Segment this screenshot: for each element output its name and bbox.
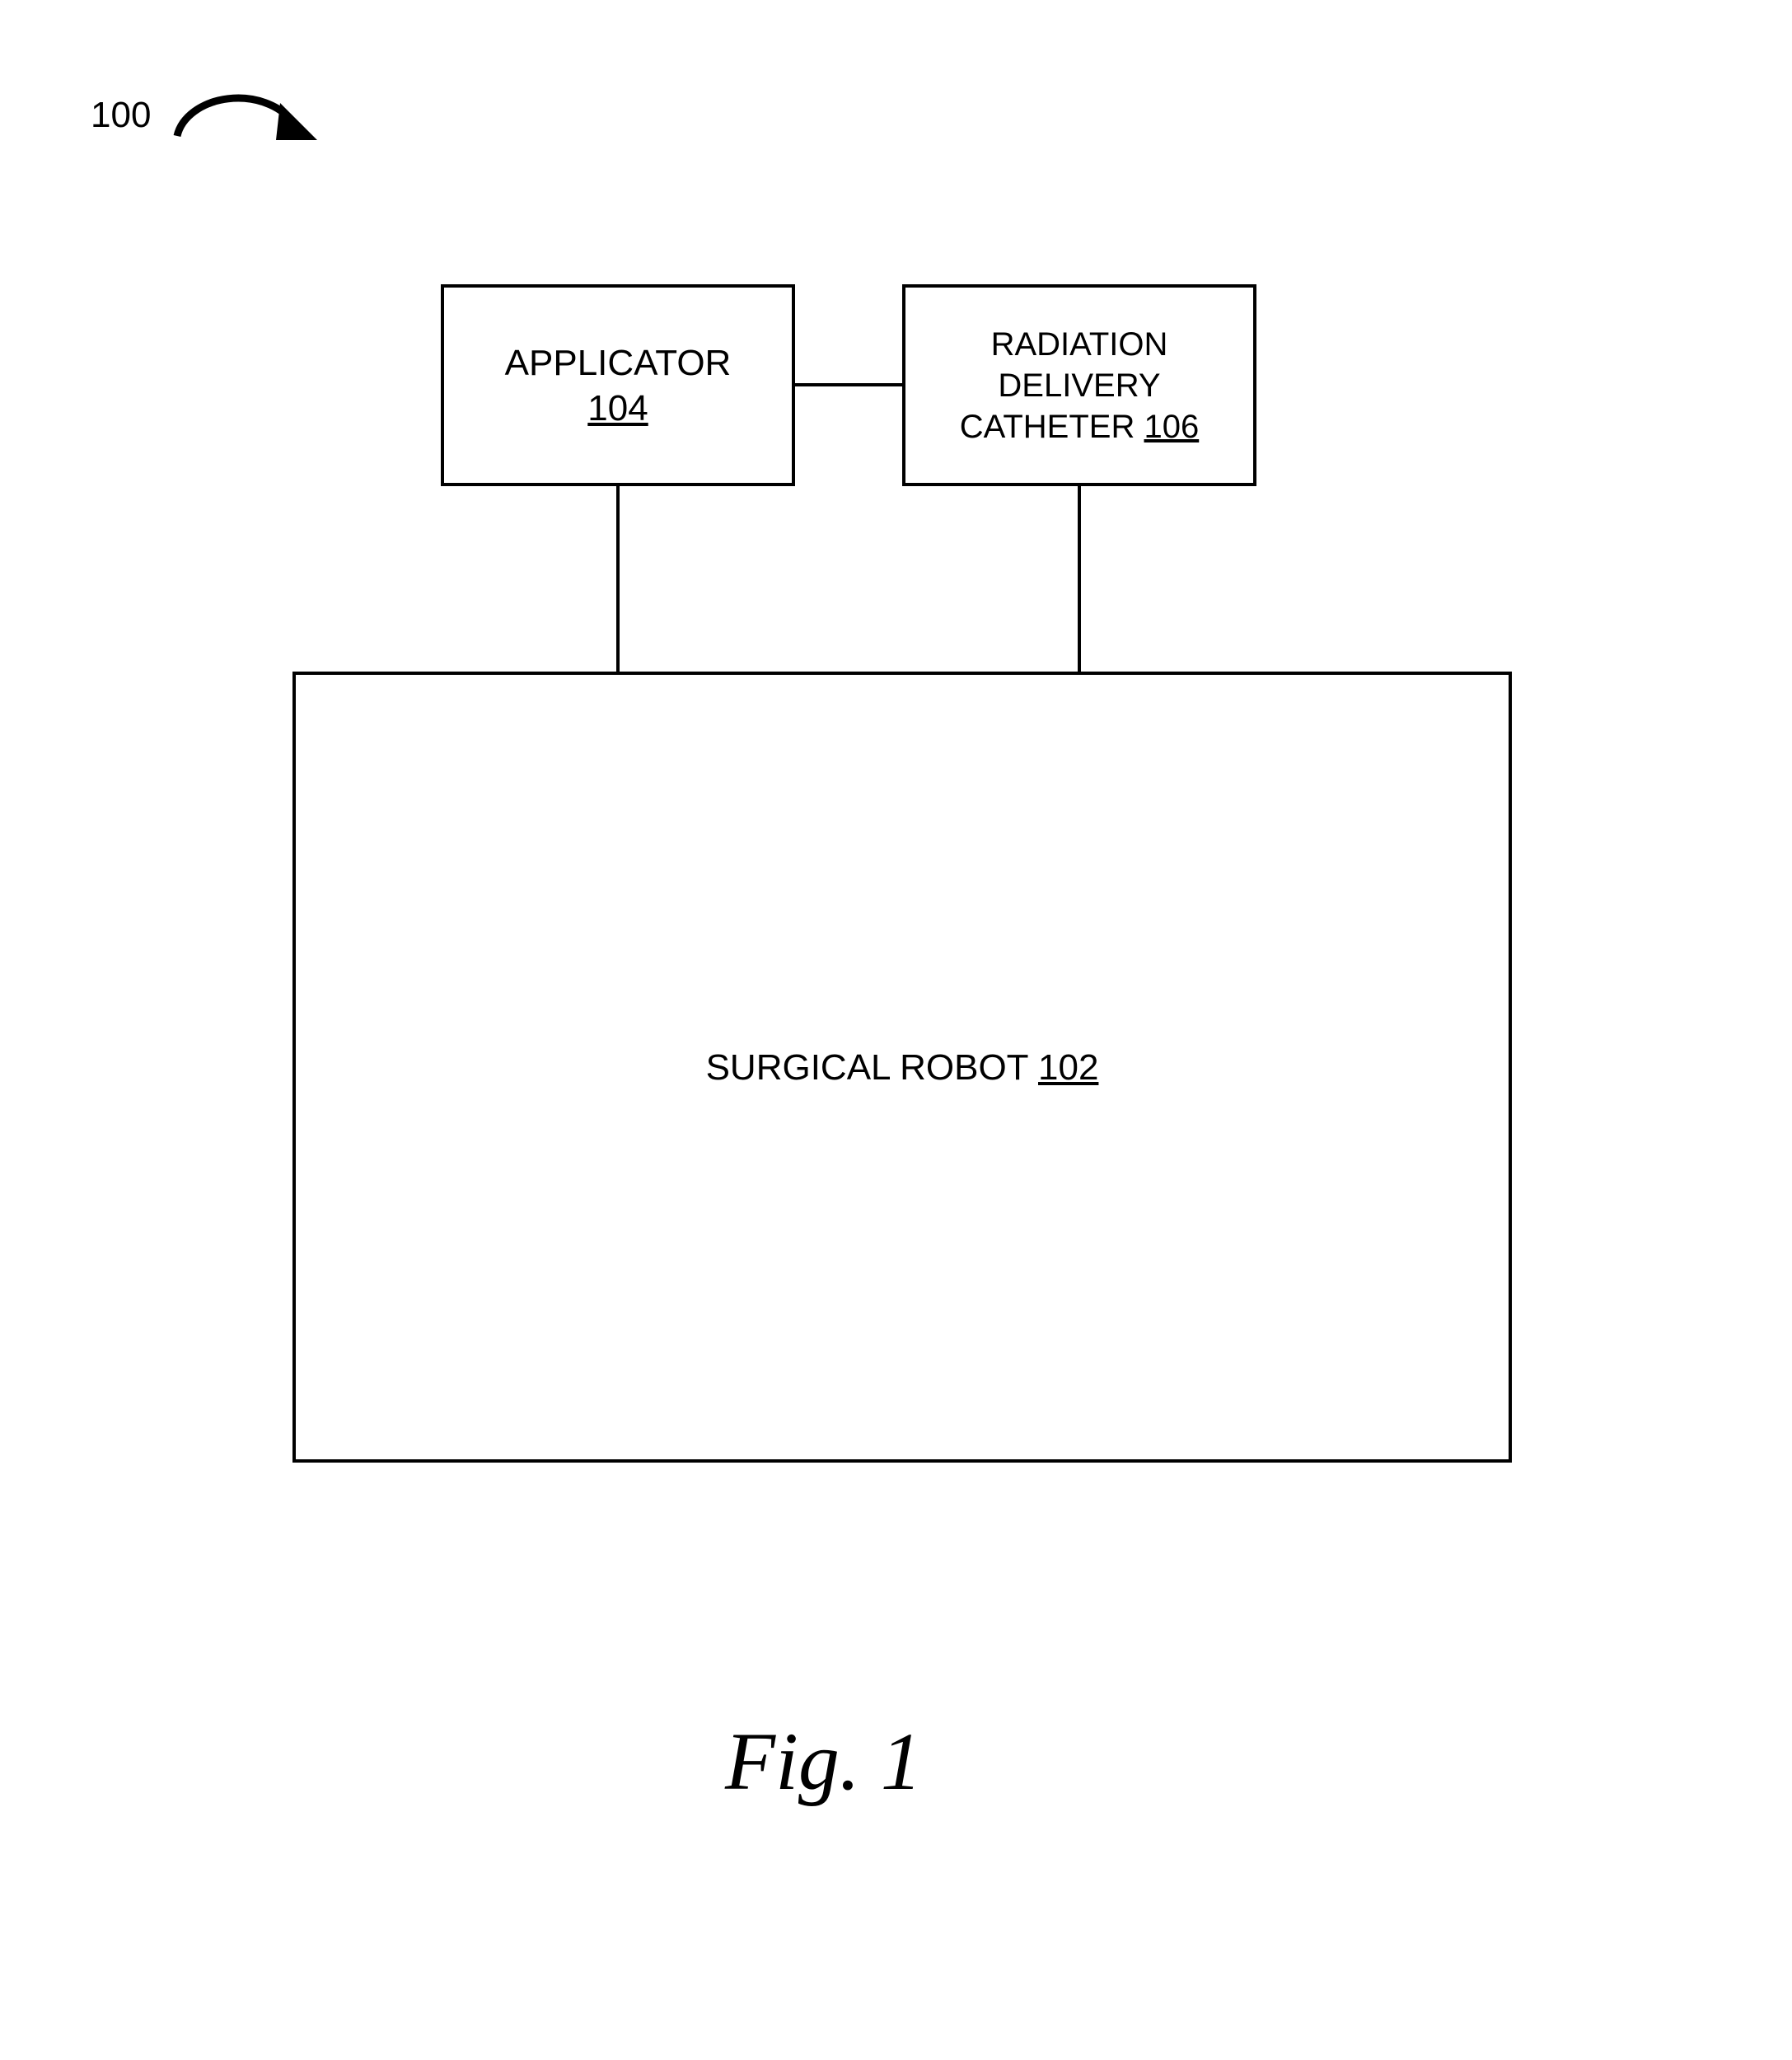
connector-applicator-catheter	[795, 383, 902, 386]
catheter-label-2: DELIVERY	[998, 365, 1160, 406]
applicator-box: APPLICATOR 104	[441, 284, 795, 486]
figure-reference-number: 100	[91, 95, 151, 136]
surgical-robot-box: SURGICAL ROBOT 102	[292, 672, 1512, 1463]
applicator-ref: 104	[587, 386, 648, 431]
robot-ref: 102	[1038, 1047, 1098, 1088]
connector-applicator-robot	[616, 486, 620, 672]
catheter-ref-line: CATHETER 106	[960, 406, 1199, 447]
reference-curved-arrow-icon	[157, 58, 321, 157]
figure-caption: Fig. 1	[725, 1714, 922, 1809]
catheter-label-1: RADIATION	[991, 324, 1168, 365]
catheter-ref: 106	[1144, 409, 1199, 445]
diagram-root: 100 APPLICATOR 104 RADIATION DELIVERY CA…	[0, 0, 1792, 2060]
catheter-box: RADIATION DELIVERY CATHETER 106	[902, 284, 1256, 486]
applicator-label: APPLICATOR	[505, 340, 732, 386]
robot-label-prefix: SURGICAL ROBOT	[706, 1047, 1038, 1088]
robot-label-line: SURGICAL ROBOT 102	[706, 1045, 1099, 1090]
arrow-head-icon	[276, 103, 317, 140]
catheter-ref-prefix: CATHETER	[960, 409, 1144, 445]
connector-catheter-robot	[1078, 486, 1081, 672]
arrow-arc	[177, 98, 292, 136]
